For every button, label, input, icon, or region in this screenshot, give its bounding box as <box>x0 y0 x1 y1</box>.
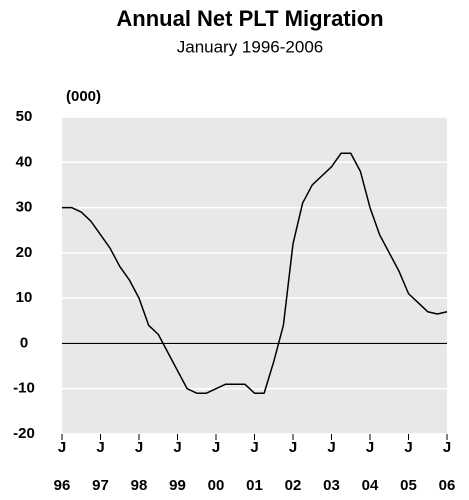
y-tick-label: 50 <box>16 108 33 125</box>
x-tick-label: 99 <box>169 477 186 494</box>
x-tick-month: J <box>327 439 335 456</box>
x-tick-month: J <box>135 439 143 456</box>
x-tick-month: J <box>96 439 104 456</box>
x-tick-label: 02 <box>285 477 302 494</box>
y-tick-label: 40 <box>16 153 33 170</box>
y-tick-label: -10 <box>13 380 35 397</box>
x-tick-month: J <box>366 439 374 456</box>
x-tick-month: J <box>58 439 66 456</box>
x-tick-label: 03 <box>323 477 340 494</box>
y-tick-label: 30 <box>16 199 33 216</box>
data-line <box>62 152 448 394</box>
y-tick-label: 20 <box>16 244 33 261</box>
x-tick-month: J <box>212 439 220 456</box>
y-tick-label: 10 <box>16 289 33 306</box>
chart-title: Annual Net PLT Migration <box>116 6 383 31</box>
x-tick-month: J <box>289 439 297 456</box>
x-tick-label: 05 <box>400 477 417 494</box>
x-tick-label: 97 <box>92 477 109 494</box>
x-tick-month: J <box>250 439 258 456</box>
y-unit-label: (000) <box>66 88 101 105</box>
plot-background <box>62 117 447 434</box>
x-tick-label: 01 <box>246 477 263 494</box>
x-tick-label: 06 <box>439 477 456 494</box>
y-tick-label: -20 <box>13 425 35 442</box>
x-tick-label: 96 <box>54 477 71 494</box>
x-tick-label: 98 <box>131 477 148 494</box>
x-tick-month: J <box>173 439 181 456</box>
x-tick-label: 04 <box>362 477 379 494</box>
x-tick-month: J <box>404 439 412 456</box>
chart-subtitle: January 1996-2006 <box>177 37 324 56</box>
x-tick-label: 00 <box>208 477 225 494</box>
y-tick-label: 0 <box>20 334 28 351</box>
x-tick-month: J <box>443 439 451 456</box>
